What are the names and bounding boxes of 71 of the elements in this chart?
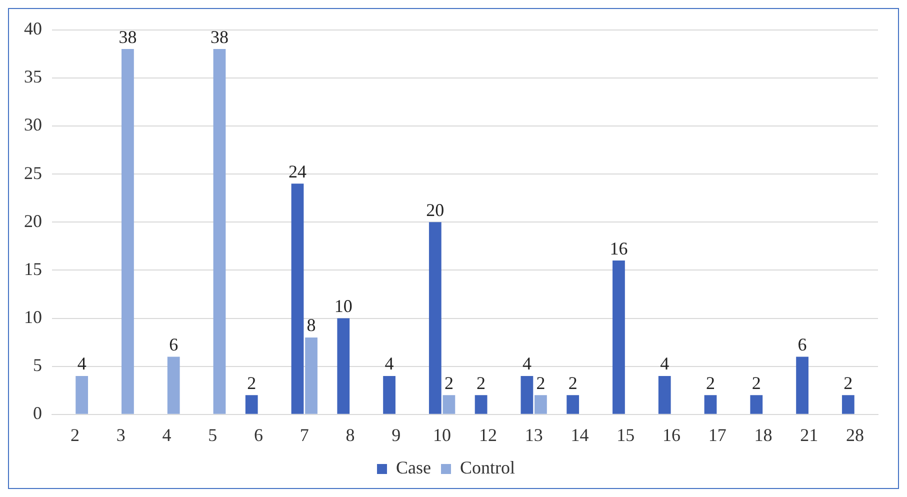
bar xyxy=(566,395,580,414)
data-label: 2 xyxy=(247,372,256,393)
data-label: 8 xyxy=(306,315,316,336)
y-tick-label: 0 xyxy=(33,403,42,424)
data-label: 4 xyxy=(384,354,394,374)
x-tick-label: 12 xyxy=(478,424,497,445)
y-tick-label: 5 xyxy=(33,355,42,376)
data-label: 24 xyxy=(288,161,307,182)
bar xyxy=(612,260,625,414)
x-tick-label: 8 xyxy=(346,424,355,445)
bar xyxy=(534,395,547,414)
x-tick-label: 13 xyxy=(524,424,543,445)
bar xyxy=(213,49,226,414)
data-label: 6 xyxy=(169,334,178,354)
data-label: 4 xyxy=(522,354,532,374)
data-label: 4 xyxy=(660,354,670,374)
legend-label: Case xyxy=(396,458,432,478)
bar xyxy=(658,376,671,414)
x-tick-label: 16 xyxy=(662,424,680,445)
x-tick-label: 4 xyxy=(162,424,172,445)
bar xyxy=(428,222,442,414)
x-tick-label: 2 xyxy=(70,424,80,445)
bar xyxy=(704,395,717,414)
data-label: 10 xyxy=(334,296,352,316)
x-tick-label: 14 xyxy=(570,424,589,445)
x-tick-label: 9 xyxy=(392,424,401,445)
y-tick-label: 35 xyxy=(24,66,42,87)
data-label: 2 xyxy=(568,372,578,393)
bar xyxy=(76,376,88,414)
data-label: 2 xyxy=(444,372,454,393)
data-label: 38 xyxy=(210,26,228,47)
y-tick-label: 10 xyxy=(24,306,42,327)
x-tick-label: 21 xyxy=(800,424,818,445)
data-label: 6 xyxy=(798,334,807,354)
legend-label: Control xyxy=(460,458,516,478)
y-tick-label: 20 xyxy=(24,210,42,231)
data-label: 2 xyxy=(536,372,546,393)
data-label: 38 xyxy=(118,26,137,47)
x-tick-label: 6 xyxy=(254,424,263,445)
bar xyxy=(122,49,134,414)
bar xyxy=(291,184,304,414)
bar xyxy=(305,337,318,414)
y-tick-label: 30 xyxy=(24,114,42,135)
bar xyxy=(167,356,180,414)
data-label: 20 xyxy=(426,200,444,220)
data-label: 2 xyxy=(752,372,761,393)
y-tick-label: 40 xyxy=(24,18,42,39)
x-tick-label: 10 xyxy=(433,424,452,445)
data-label: 16 xyxy=(610,238,628,258)
x-tick-label: 17 xyxy=(708,424,726,445)
y-tick-label: 15 xyxy=(24,258,42,279)
x-tick-label: 18 xyxy=(754,424,772,445)
data-label: 4 xyxy=(77,354,86,374)
bar xyxy=(337,318,350,414)
data-label: 2 xyxy=(476,372,486,393)
x-tick-label: 3 xyxy=(116,424,126,445)
bar xyxy=(750,395,763,414)
bar xyxy=(442,395,456,414)
bar xyxy=(474,395,488,414)
x-tick-label: 15 xyxy=(616,424,635,445)
data-label: 2 xyxy=(844,372,853,393)
bar xyxy=(842,395,854,414)
bar xyxy=(383,376,396,414)
x-tick-label: 5 xyxy=(208,424,218,445)
x-tick-label: 28 xyxy=(846,424,864,445)
x-tick-label: 7 xyxy=(300,424,309,445)
y-tick-label: 25 xyxy=(24,162,42,183)
bar xyxy=(245,395,258,414)
data-label: 2 xyxy=(706,372,716,393)
bar xyxy=(520,376,534,414)
bar xyxy=(796,356,808,414)
